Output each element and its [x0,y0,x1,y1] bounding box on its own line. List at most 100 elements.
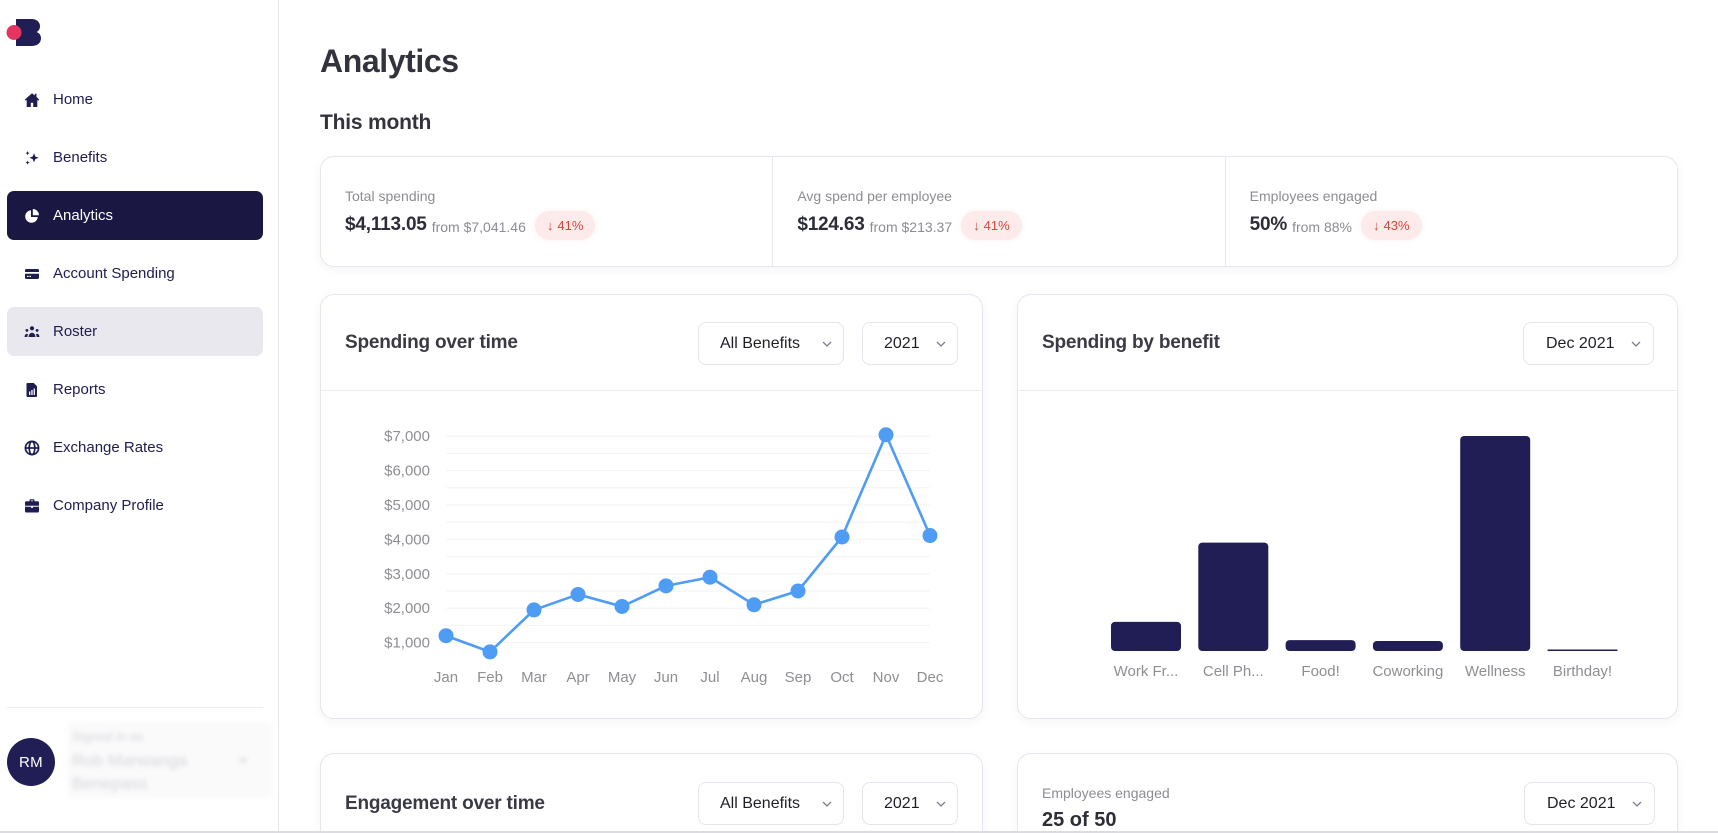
dropdown-value: 2021 [884,334,920,352]
card-title: Spending over time [345,332,518,353]
sidebar-item-label: Exchange Rates [53,439,164,456]
y-tick-label: $4,000 [384,531,430,548]
sidebar-item-exchange-rates[interactable]: Exchange Rates [7,423,263,472]
x-tick-label: Aug [741,669,768,686]
data-point[interactable] [790,583,806,599]
sidebar-item-benefits[interactable]: Benefits [7,133,263,182]
bar[interactable] [1547,649,1618,652]
bar[interactable] [1285,640,1356,651]
spending-by-benefit-card: Spending by benefit Dec 2021 Work Fr... C… [1017,294,1678,719]
series-line [445,433,932,654]
x-tick-label: Mar [521,669,547,686]
x-tick-label: Nov [873,669,900,686]
sidebar-item-reports[interactable]: Reports [7,365,263,414]
year-filter-dropdown[interactable]: 2021 [862,782,958,825]
data-point[interactable] [570,586,586,602]
change-badge: ↓ 43% [1361,210,1422,240]
signed-in-label: Signed in as [72,729,144,744]
dropdown-value: Dec 2021 [1546,334,1615,352]
window-bottom-edge [0,831,1718,833]
sidebar-item-label: Company Profile [53,497,164,514]
engagement-over-time-card: Engagement over time All Benefits 2021 [320,753,983,833]
chevron-down-icon [1632,801,1642,807]
metrics-card: Total spending $4,113.05 from $7,041.46 … [320,156,1678,267]
x-tick-label: Coworking [1372,663,1443,680]
sidebar-item-label: Benefits [53,149,108,166]
x-tick-label: Cell Ph... [1203,663,1264,680]
metric-label: Total spending [345,188,436,204]
card-label: Employees engaged [1042,785,1170,801]
sidebar-item-home[interactable]: Home [7,75,263,124]
data-point[interactable] [658,578,674,594]
bar[interactable] [1372,640,1443,651]
metric-avg-spend: Avg spend per employee $124.63 from $213… [772,157,1224,266]
bar[interactable] [1111,621,1181,651]
section-title: This month [320,111,432,134]
sidebar: Home Benefits Analytics Account Spending… [0,0,279,833]
change-badge: ↓ 41% [961,210,1022,240]
dropdown-value: 2021 [884,794,920,812]
sidebar-item-roster[interactable]: Roster [7,307,263,356]
page-title: Analytics [320,43,459,79]
benepass-logo[interactable] [5,18,43,49]
x-tick-label: May [608,669,637,686]
credit-card-icon [24,266,40,282]
sidebar-item-label: Reports [53,381,106,398]
chevron-down-icon [822,341,832,347]
briefcase-icon [24,498,40,514]
user-menu[interactable]: Signed in as Rob Marwanga Benepass [67,722,272,798]
bar[interactable] [1198,542,1269,651]
data-point[interactable] [614,598,630,614]
spending-over-time-card: Spending over time All Benefits 2021 $1,… [320,294,983,719]
metric-label: Employees engaged [1249,188,1378,204]
month-filter-dropdown[interactable]: Dec 2021 [1524,782,1655,825]
sparkle-icon [24,150,40,166]
avatar[interactable]: RM [7,738,55,786]
data-point[interactable] [438,628,454,644]
metric-value: 50% [1249,214,1288,235]
data-point[interactable] [878,427,894,443]
data-point[interactable] [702,569,718,585]
data-point[interactable] [746,597,762,613]
pie-chart-icon [24,208,40,224]
benefit-filter-dropdown[interactable]: All Benefits [698,782,844,825]
y-tick-label: $1,000 [384,635,430,652]
report-icon [24,382,40,398]
spending-line-chart: $1,000 $2,000 $3,000 $4,000 $5,000 $6,000 $7,0… [384,427,944,686]
sidebar-item-account-spending[interactable]: Account Spending [7,249,263,298]
x-tick-label: Jan [434,669,458,686]
year-filter-dropdown[interactable]: 2021 [862,322,958,365]
users-icon [24,324,40,340]
sidebar-item-label: Roster [53,323,98,340]
arrow-down-icon: ↓ [973,217,980,233]
dropdown-value: All Benefits [720,794,801,812]
y-tick-label: $7,000 [384,428,430,445]
sidebar-nav: Home Benefits Analytics Account Spending… [7,75,263,530]
logo-icon [6,19,41,46]
month-filter-dropdown[interactable]: Dec 2021 [1523,322,1654,365]
chevron-down-icon [936,801,946,807]
metric-employees-engaged: Employees engaged 50% from 88% ↓ 43% [1224,157,1677,266]
metric-previous: from $7,041.46 [431,218,526,235]
card-title: Engagement over time [345,793,545,814]
employees-engaged-card: Employees engaged 25 of 50 Dec 2021 [1017,753,1678,833]
y-tick-label: $5,000 [384,497,430,514]
x-tick-label: Jun [654,669,678,686]
benefit-filter-dropdown[interactable]: All Benefits [698,322,844,365]
data-point[interactable] [834,529,850,545]
data-point[interactable] [526,602,542,618]
x-tick-label: Wellness [1465,663,1526,680]
y-tick-label: $3,000 [384,566,430,583]
sidebar-item-company-profile[interactable]: Company Profile [7,481,263,530]
data-point[interactable] [482,644,498,660]
x-tick-label: Birthday! [1553,663,1612,680]
bar[interactable] [1460,436,1531,651]
sidebar-item-analytics[interactable]: Analytics [7,191,263,240]
card-header: Spending by benefit Dec 2021 [1018,295,1677,391]
change-badge: ↓ 41% [534,210,596,240]
y-tick-label: $2,000 [384,600,430,617]
x-tick-label: Oct [830,669,854,686]
metric-previous: from 88% [1292,218,1353,235]
data-point[interactable] [922,528,938,544]
x-tick-label: Apr [566,669,589,686]
